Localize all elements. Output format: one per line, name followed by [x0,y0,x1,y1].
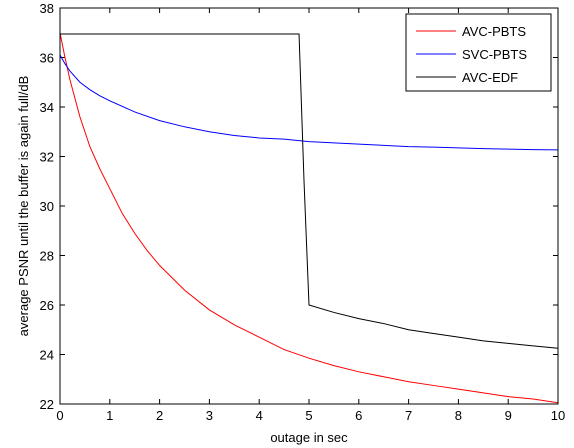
y-tick-label: 38 [40,1,54,16]
x-tick-label: 2 [156,408,163,423]
series-group [60,32,558,404]
legend-box [405,13,552,92]
plot-frame [59,7,559,405]
x-axis-label: outage in sec [270,430,348,445]
y-axis-label: average PSNR until the buffer is again f… [16,76,31,337]
x-tick-label: 5 [305,408,312,423]
legend-label: AVC-EDF [462,70,518,85]
y-tick-label: 34 [40,100,54,115]
x-tick-label: 8 [455,408,462,423]
y-tick-label: 32 [40,150,54,165]
x-tick-label: 6 [355,408,362,423]
y-tick-label: 36 [40,51,54,66]
series-line-svc-pbts [60,54,558,151]
x-tick-label: 4 [256,408,263,423]
series-line-avc-edf [60,33,558,349]
x-tick-label: 3 [206,408,213,423]
y-tick-label: 28 [40,249,54,264]
legend-label: AVC-PBTS [462,24,526,39]
x-tick-label: 7 [405,408,412,423]
legend: AVC-PBTS SVC-PBTS AVC-EDF [405,13,552,92]
y-tick-label: 30 [40,199,54,214]
y-tick-label: 26 [40,298,54,313]
x-tick-label: 9 [505,408,512,423]
legend-label: SVC-PBTS [462,47,527,62]
x-tick-label: 0 [56,408,63,423]
x-tick-label: 10 [551,408,565,423]
y-tick-label: 24 [40,348,54,363]
x-tick-label: 1 [106,408,113,423]
y-tick-label: 22 [40,397,54,412]
series-line-avc-pbts [60,32,558,404]
